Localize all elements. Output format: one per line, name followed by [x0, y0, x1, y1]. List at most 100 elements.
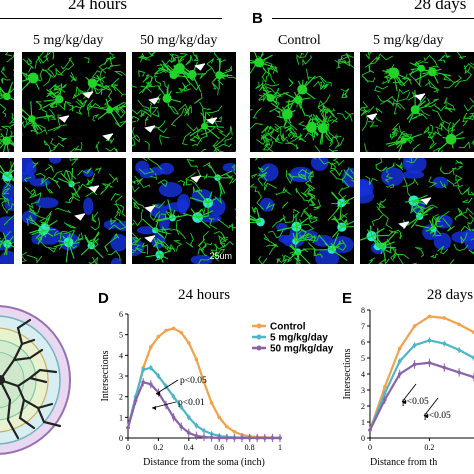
micrograph-b-control-merge-texture: [250, 158, 354, 264]
arrow-marker: [58, 115, 70, 123]
legend-entry: 5 mg/kg/day: [270, 333, 328, 344]
data-point: [397, 359, 402, 363]
significance-label: p<0.05: [180, 376, 207, 386]
arrow-marker: [144, 205, 156, 213]
data-point: [141, 380, 145, 384]
data-point: [149, 345, 153, 349]
data-point: [442, 365, 447, 370]
significance-label: p<0.05: [402, 397, 429, 407]
data-point: [194, 434, 199, 438]
arrow-marker: [144, 235, 156, 243]
series-line: [368, 315, 474, 431]
panel-e-letter: E: [342, 290, 353, 307]
data-point: [179, 330, 183, 335]
data-point: [149, 382, 153, 387]
micrograph-a-5mg-merge: [22, 158, 126, 264]
data-point: [240, 436, 244, 440]
data-point: [156, 334, 161, 339]
data-point: [225, 436, 229, 440]
panel-a-group-header: 24 hours: [68, 0, 128, 13]
x-tick-label: 0.2: [424, 443, 434, 452]
y-tick-label: 1: [361, 418, 365, 427]
data-point: [171, 415, 176, 420]
micrograph-a-edge-bottom: [0, 158, 14, 264]
arrow-marker: [420, 197, 432, 205]
x-axis-label: Distance from th: [370, 457, 437, 468]
data-point: [442, 316, 447, 320]
data-point: [232, 436, 237, 440]
y-axis-label: Intersections: [100, 350, 111, 401]
data-point: [194, 357, 199, 362]
y-tick-label: 4: [361, 370, 365, 379]
data-point: [457, 322, 461, 327]
sholl-analysis-diagram: [0, 305, 71, 455]
y-tick-label: 4: [119, 351, 123, 360]
micrograph-b-5mg-merge: [360, 158, 474, 264]
y-tick-label: 2: [119, 393, 123, 402]
micrograph-a-edge-top-texture: [0, 52, 14, 152]
data-point: [383, 391, 387, 395]
data-point: [383, 397, 387, 402]
micrograph-a-5mg-green: [22, 52, 126, 152]
panel-a-column-header-2: 50 mg/kg/day: [140, 33, 218, 48]
series-0: [368, 314, 474, 432]
arrow-marker: [144, 125, 156, 133]
scale-bar-label: 25um: [209, 251, 232, 261]
data-point: [187, 415, 191, 420]
x-tick-label: 0.6: [214, 443, 224, 452]
data-point: [270, 436, 275, 440]
micrograph-b-control-green: [250, 52, 354, 152]
micrograph-a-5mg-merge-texture: [22, 158, 126, 264]
x-tick-label: 0: [368, 443, 372, 452]
micrograph-a-5mg-green-texture: [22, 52, 126, 152]
data-point: [217, 436, 221, 440]
arrow-marker: [88, 185, 100, 193]
data-point: [179, 424, 183, 429]
arrow-marker: [206, 117, 218, 125]
panel-b-group-header: 28 days: [414, 0, 467, 13]
significance-label: p<0.05: [424, 411, 451, 421]
data-point: [427, 314, 432, 319]
data-point: [187, 431, 191, 435]
y-tick-label: 1: [119, 413, 123, 422]
data-point: [164, 328, 168, 333]
significance-label: p<0.01: [178, 398, 205, 408]
legend-entry: 50 mg/kg/day: [270, 344, 334, 355]
arrow-marker: [82, 91, 94, 99]
micrograph-b-5mg-merge-texture: [360, 158, 474, 264]
panel-d-letter: D: [98, 290, 109, 307]
x-tick-label: 0.8: [245, 443, 255, 452]
y-tick-label: 3: [119, 372, 123, 381]
arrow-marker: [102, 133, 114, 141]
data-point: [442, 341, 447, 346]
panel-b-column-header-2: 5 mg/kg/day: [373, 33, 444, 48]
arrow-marker: [74, 213, 86, 221]
data-point: [368, 428, 372, 432]
series-2: [368, 358, 474, 432]
micrograph-b-5mg-green-texture: [360, 52, 474, 152]
micrograph-a-edge-bottom-texture: [0, 158, 14, 264]
data-point: [202, 380, 206, 384]
micrograph-a-50mg-green-texture: [132, 52, 236, 152]
chart-d-24-hours: 24 hours 0 1 2 3 4 5 6 0 0.2 0.4 0.6 0.8 1 Intersectio…: [100, 287, 334, 468]
y-tick-label: 5: [361, 354, 365, 363]
data-point: [412, 324, 417, 328]
data-point: [427, 338, 432, 343]
arrow-marker: [148, 97, 160, 105]
data-point: [397, 346, 402, 351]
series-line: [369, 361, 474, 431]
data-point: [412, 362, 417, 367]
data-point: [194, 423, 199, 428]
micrograph-b-5mg-green: [360, 52, 474, 152]
y-tick-label: 6: [119, 310, 123, 319]
data-point: [225, 424, 229, 429]
arrow-marker: [194, 63, 206, 71]
data-point: [171, 394, 176, 399]
x-tick-label: 0.2: [153, 443, 163, 452]
data-point: [278, 436, 282, 440]
series-1: [368, 337, 474, 432]
arrow-marker: [190, 175, 202, 183]
y-tick-label: 6: [361, 338, 365, 347]
y-tick-label: 2: [361, 402, 365, 411]
micrograph-b-control-green-texture: [250, 52, 354, 152]
